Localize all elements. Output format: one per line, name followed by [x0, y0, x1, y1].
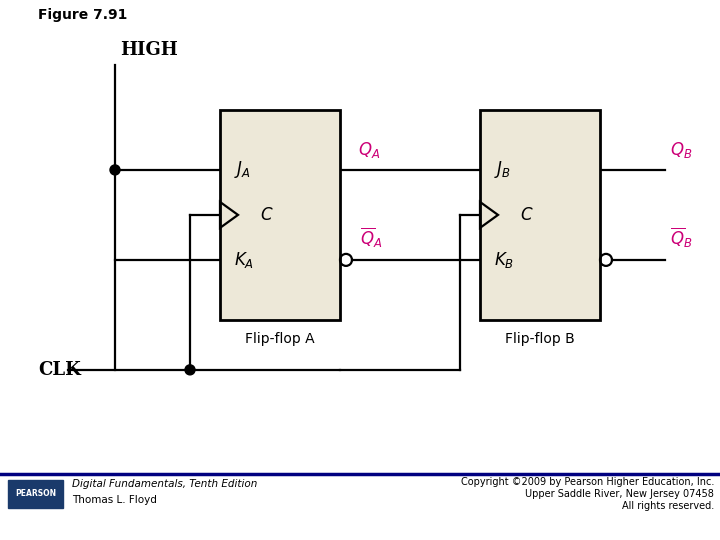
Text: Thomas L. Floyd: Thomas L. Floyd: [72, 495, 157, 505]
Bar: [220, 110, 340, 320]
Text: Upper Saddle River, New Jersey 07458: Upper Saddle River, New Jersey 07458: [525, 489, 714, 499]
Text: Figure 7.91: Figure 7.91: [38, 8, 127, 22]
Text: $Q_A$: $Q_A$: [358, 140, 380, 160]
Text: $\overline{Q}_B$: $\overline{Q}_B$: [670, 226, 693, 250]
Text: Copyright ©2009 by Pearson Higher Education, Inc.: Copyright ©2009 by Pearson Higher Educat…: [461, 477, 714, 487]
Text: CLK: CLK: [38, 361, 81, 379]
Text: PEARSON: PEARSON: [15, 489, 56, 498]
Text: $\overline{Q}_A$: $\overline{Q}_A$: [360, 226, 382, 250]
Text: Flip-flop B: Flip-flop B: [505, 332, 575, 346]
Text: $J_A$: $J_A$: [234, 159, 251, 180]
Text: $C$: $C$: [260, 206, 274, 224]
Text: $K_A$: $K_A$: [234, 250, 254, 270]
Bar: [480, 110, 600, 320]
Text: HIGH: HIGH: [120, 41, 178, 59]
Bar: [8, 480, 63, 508]
Text: $J_B$: $J_B$: [494, 159, 511, 180]
Text: $Q_B$: $Q_B$: [670, 140, 693, 160]
Circle shape: [185, 365, 195, 375]
Text: $C$: $C$: [520, 206, 534, 224]
Text: $K_B$: $K_B$: [494, 250, 514, 270]
Text: Digital Fundamentals, Tenth Edition: Digital Fundamentals, Tenth Edition: [72, 479, 257, 489]
Circle shape: [110, 165, 120, 175]
Text: All rights reserved.: All rights reserved.: [622, 501, 714, 511]
Text: Flip-flop A: Flip-flop A: [246, 332, 315, 346]
